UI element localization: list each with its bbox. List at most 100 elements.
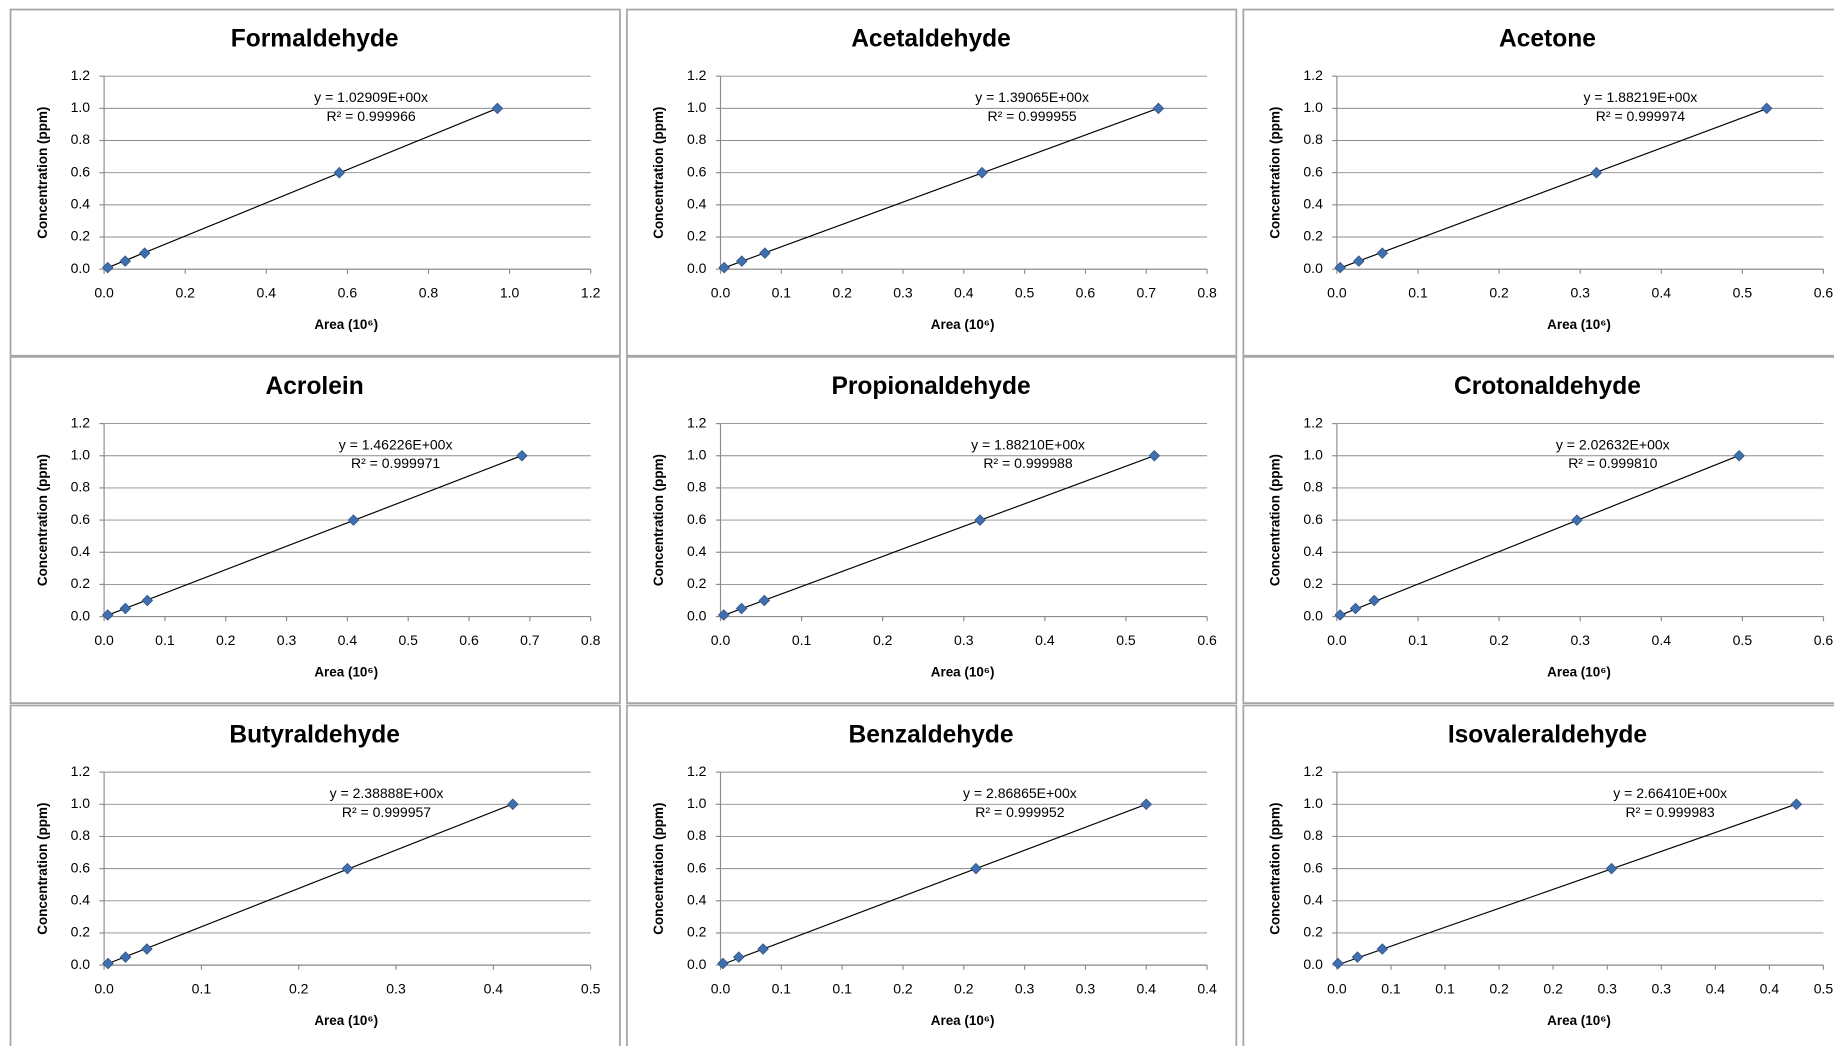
x-tick-label: 0.4	[484, 980, 504, 996]
y-tick-label: 1.2	[687, 67, 707, 83]
x-tick-label: 0.4	[1652, 284, 1672, 300]
data-point	[1152, 102, 1165, 115]
x-tick-label: 0.0	[711, 980, 731, 996]
x-tick-label: 0.4	[1706, 980, 1726, 996]
data-point	[974, 514, 986, 526]
y-tick-label: 0.4	[1303, 196, 1323, 212]
annotation: y = 1.02909E+00x	[314, 89, 428, 105]
y-tick-label: 1.0	[1303, 795, 1323, 811]
y-tick-label: 0.4	[687, 891, 707, 907]
data-point	[1571, 514, 1583, 526]
x-tick-label: 0.5	[1814, 980, 1834, 996]
x-tick-label: 0.2	[1489, 284, 1509, 300]
x-tick-label: 0.2	[175, 284, 195, 300]
y-tick-label: 0.8	[71, 479, 91, 495]
y-tick-label: 0.6	[687, 859, 707, 875]
data-point	[141, 594, 154, 607]
x-tick-label: 0.1	[832, 980, 852, 996]
y-tick-label: 0.4	[687, 543, 707, 559]
trendline	[103, 803, 514, 966]
annotation: R² = 0.999952	[975, 804, 1064, 820]
data-point	[102, 957, 114, 970]
y-tick-label: 0.2	[71, 575, 91, 591]
x-tick-label: 0.2	[1489, 980, 1509, 996]
data-point	[758, 594, 771, 607]
x-tick-label: 0.1	[1435, 980, 1455, 996]
panel-border	[626, 356, 1238, 705]
data-point	[1733, 449, 1745, 462]
x-tick-label: 0.2	[289, 980, 309, 996]
y-tick-label: 1.0	[687, 446, 707, 462]
x-tick-label: 0.5	[1116, 632, 1136, 648]
y-tick-label: 0.4	[71, 196, 91, 212]
data-point	[101, 261, 114, 274]
y-axis-title: Concentration (ppm)	[35, 454, 50, 586]
x-tick-label: 0.2	[1543, 980, 1563, 996]
annotation: R² = 0.999988	[983, 455, 1072, 471]
y-tick-label: 0.2	[71, 228, 91, 244]
data-point	[341, 862, 354, 875]
x-tick-label: 0.1	[192, 980, 212, 996]
x-tick-label: 0.0	[1327, 980, 1347, 996]
trendline	[720, 455, 1155, 618]
chart-panel: Benzaldehyde 0.0 0.2 0.4 0.6 0.8 1.0 1.2 0.0 0.1 0…	[626, 704, 1238, 1046]
data-point	[970, 862, 982, 875]
trendline	[103, 455, 523, 618]
x-axis-title: Area (10⁶)	[931, 664, 995, 679]
annotation: y = 1.46226E+00x	[339, 437, 453, 453]
x-tick-label: 0.1	[1381, 980, 1401, 996]
x-axis-title: Area (10⁶)	[314, 317, 378, 332]
annotation: R² = 0.999966	[326, 108, 415, 124]
x-tick-label: 1.2	[581, 284, 601, 300]
x-tick-label: 0.2	[216, 632, 236, 648]
y-tick-label: 1.2	[1303, 414, 1323, 430]
y-tick-label: 0.4	[71, 543, 91, 559]
data-point	[1760, 102, 1773, 115]
data-point	[347, 514, 360, 526]
x-tick-label: 0.5	[1733, 284, 1753, 300]
data-point	[1148, 449, 1161, 462]
y-tick-label: 0.8	[687, 131, 707, 147]
data-point	[119, 951, 132, 963]
chart-panel: Butyraldehyde 0.0 0.2 0.4 0.6 0.8 1.0 1.2 0.0 0.1…	[9, 704, 621, 1046]
chart-title: Acetone	[1499, 25, 1596, 52]
chart-panel: Isovaleraldehyde 0.0 0.2 0.4 0.6 0.8 1.0 1.2 0.0…	[1242, 704, 1834, 1046]
x-tick-label: 0.0	[94, 632, 114, 648]
data-point	[736, 255, 748, 267]
y-tick-label: 0.0	[687, 607, 707, 623]
y-tick-label: 1.2	[71, 414, 91, 430]
y-tick-label: 1.2	[687, 414, 707, 430]
y-tick-label: 1.0	[1303, 446, 1323, 462]
x-tick-label: 0.3	[1076, 980, 1096, 996]
y-tick-label: 0.2	[1303, 228, 1323, 244]
chart-panel: Propionaldehyde 0.0 0.2 0.4 0.6 0.8 1.0 1.2 0.0 0…	[626, 356, 1238, 705]
y-axis-title: Concentration (ppm)	[1268, 803, 1283, 935]
trendline	[103, 107, 498, 270]
x-tick-label: 0.2	[832, 284, 852, 300]
data-point	[119, 255, 131, 267]
trendline	[1336, 108, 1767, 270]
x-axis-title: Area (10⁶)	[1547, 664, 1611, 679]
chart-title: Acrolein	[266, 373, 364, 400]
x-tick-label: 0.8	[581, 632, 601, 648]
trendline	[1336, 454, 1740, 618]
data-point	[138, 247, 151, 259]
x-axis-title: Area (10⁶)	[931, 1013, 995, 1028]
panel-border	[9, 356, 621, 705]
panel-border	[1242, 356, 1834, 705]
x-tick-label: 0.4	[1760, 980, 1780, 996]
x-axis-title: Area (10⁶)	[931, 317, 995, 332]
y-tick-label: 0.8	[1303, 131, 1323, 147]
y-axis-title: Concentration (ppm)	[1268, 454, 1283, 586]
y-tick-label: 0.4	[71, 891, 91, 907]
chart-panel: Formaldehyde 0.0 0.2 0.4 0.6 0.8 1.0 1.2 0.0 0.2 0…	[9, 8, 621, 357]
x-tick-label: 0.2	[893, 980, 913, 996]
y-tick-label: 1.2	[1303, 67, 1323, 83]
x-tick-label: 0.0	[94, 284, 114, 300]
data-point	[1590, 166, 1603, 179]
x-tick-label: 0.0	[711, 632, 731, 648]
y-tick-label: 0.6	[687, 511, 707, 527]
x-axis-title: Area (10⁶)	[314, 664, 378, 679]
data-point	[101, 609, 114, 621]
